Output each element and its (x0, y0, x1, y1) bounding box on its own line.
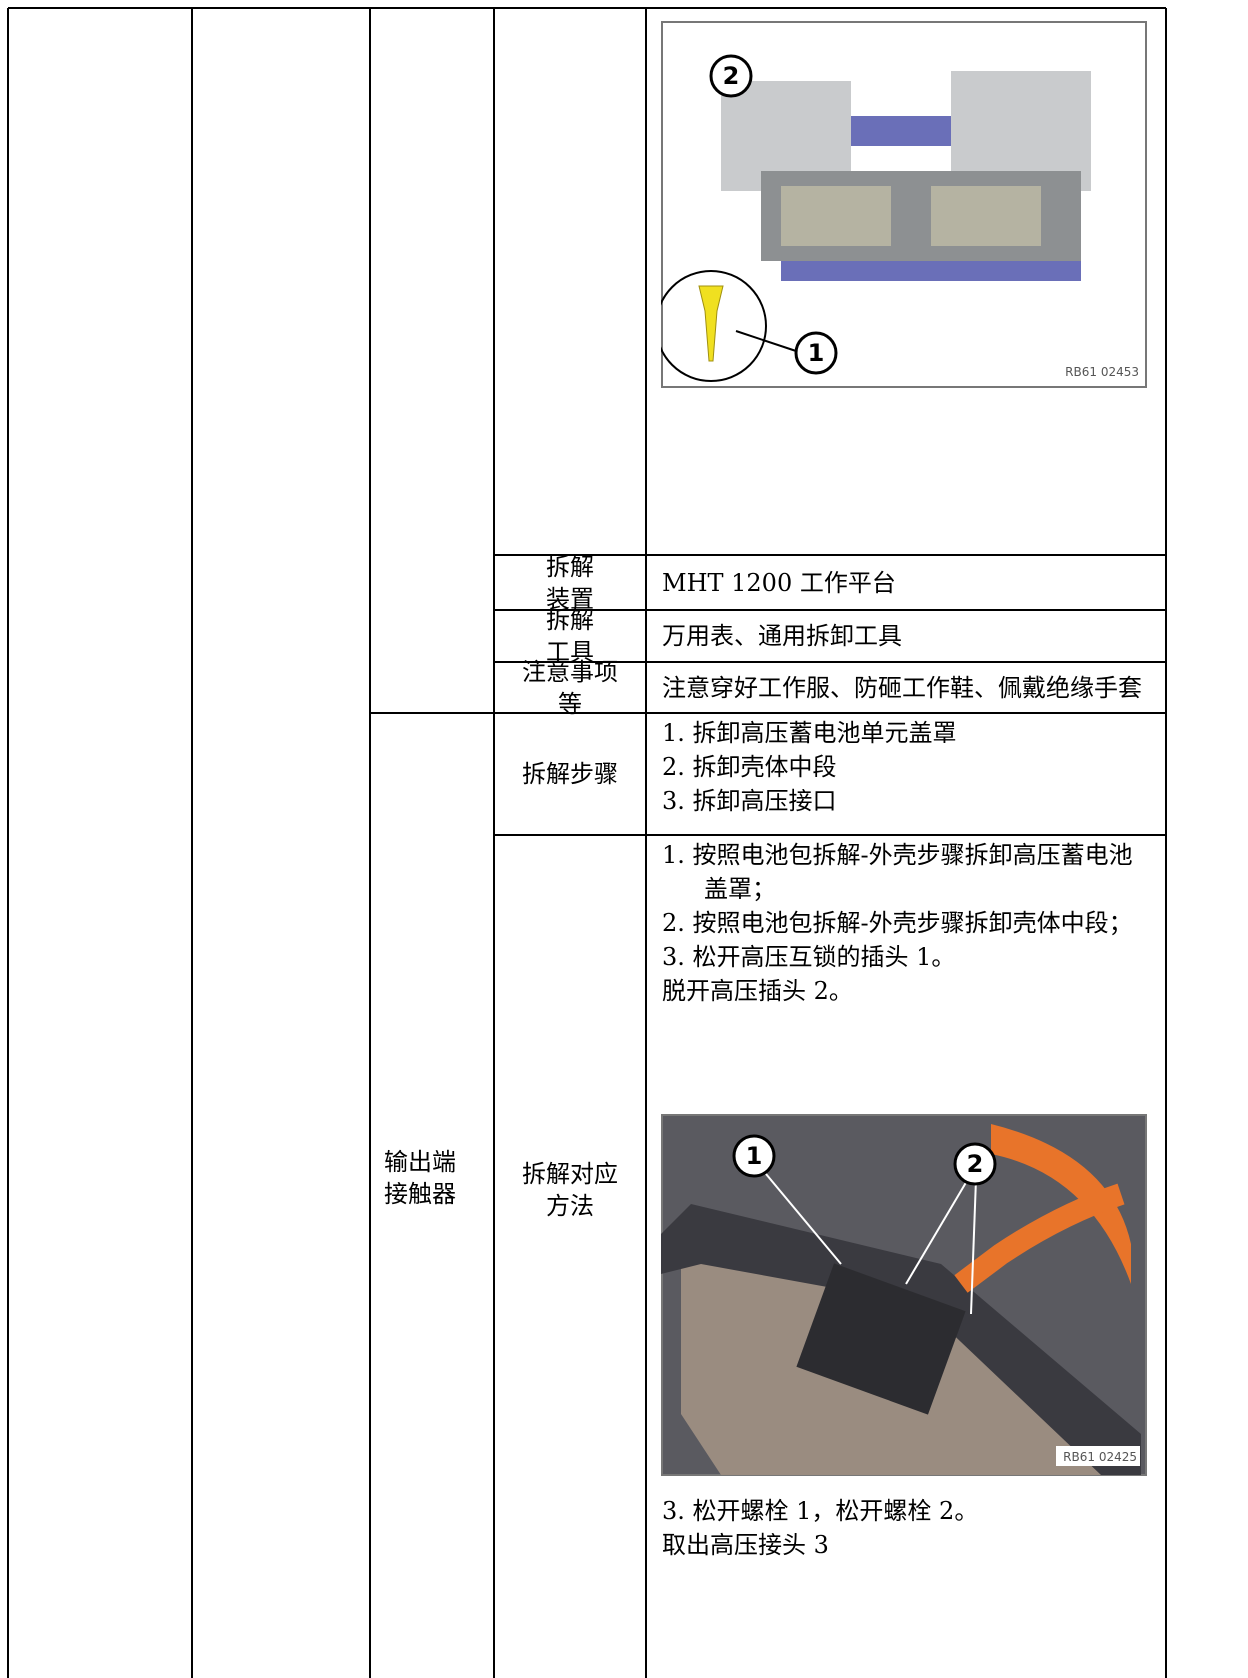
method-note: 取出高压接头 3 (662, 1531, 829, 1559)
steps-list: 1. 拆卸高压蓄电池单元盖罩 2. 拆卸壳体中段 3. 拆卸高压接口 (662, 716, 1152, 818)
label-line: 方法 (546, 1192, 594, 1220)
callout: 1 (808, 339, 825, 367)
method-step: 2. 按照电池包拆解-外壳步骤拆卸壳体中段； (662, 909, 1133, 937)
row-label: 拆解对应 方法 (494, 1150, 646, 1230)
figure-code: RB61 02453 (1065, 365, 1139, 379)
callout: 2 (723, 62, 740, 90)
row-content: MHT 1200 工作平台 (662, 568, 896, 597)
row-label: 拆解 装置 (494, 553, 646, 613)
method-note: 脱开高压插头 2。 (662, 977, 853, 1005)
label-line: 输出端 (384, 1148, 456, 1176)
label-line: 等 (558, 689, 582, 718)
method-step: 1. 按照电池包拆解-外壳步骤拆卸高压蓄电池盖罩； (662, 841, 1133, 903)
row-label: 拆解 工具 (494, 606, 646, 666)
row-label: 注意事项等 (494, 658, 646, 718)
row-content: 注意穿好工作服、防砸工作鞋、佩戴绝缘手套 (662, 673, 1142, 702)
step: 1. 拆卸高压蓄电池单元盖罩 (662, 719, 957, 747)
row-content: 万用表、通用拆卸工具 (662, 622, 902, 650)
label-line: 拆解 (546, 552, 594, 581)
callout: 1 (746, 1142, 763, 1170)
method-step: 3. 松开高压互锁的插头 1。 (662, 943, 956, 971)
label-line: 拆解对应 (522, 1160, 618, 1188)
row-label: 拆解步骤 (494, 713, 646, 835)
method-content-after: 3. 松开螺栓 1，松开螺栓 2。 取出高压接头 3 (662, 1494, 1156, 1562)
figure-connector: 1 2 RB61 02425 (661, 1114, 1147, 1476)
method-step: 3. 松开螺栓 1，松开螺栓 2。 (662, 1497, 979, 1525)
label-line: 装置 (546, 584, 594, 613)
label-line: 拆解 (546, 606, 594, 634)
figure-code: RB61 02425 (1063, 1450, 1137, 1464)
figure-battery-housing: 2 1 RB61 02453 (661, 21, 1147, 388)
label-line: 注意事项 (522, 657, 618, 686)
callout: 2 (967, 1150, 984, 1178)
component-label: 输出端 接触器 (384, 1138, 494, 1218)
method-content: 1. 按照电池包拆解-外壳步骤拆卸高压蓄电池盖罩； 2. 按照电池包拆解-外壳步… (662, 838, 1156, 1008)
label-line: 拆解步骤 (522, 760, 618, 788)
step: 3. 拆卸高压接口 (662, 787, 837, 815)
label-line: 工具 (546, 638, 594, 666)
step: 2. 拆卸壳体中段 (662, 753, 837, 781)
label-line: 接触器 (384, 1180, 456, 1208)
